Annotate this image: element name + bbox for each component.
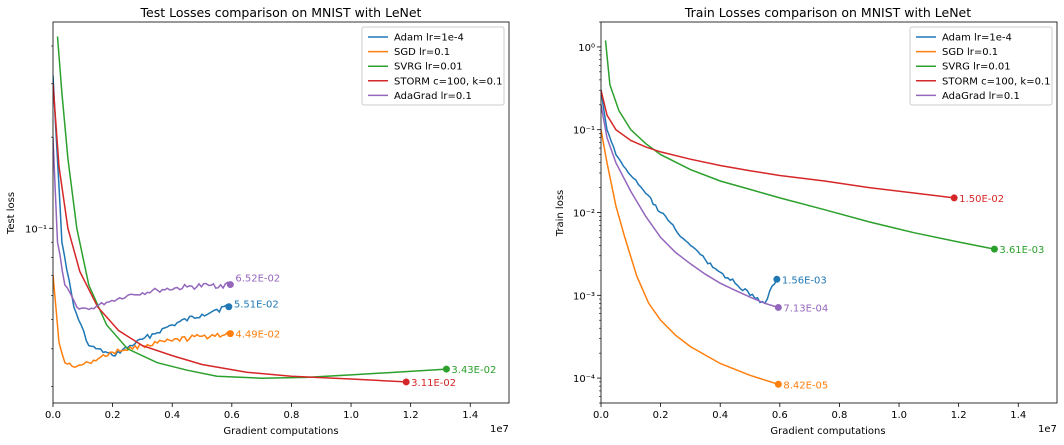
y-axis-label: Train loss: [555, 190, 566, 238]
legend-box: [909, 26, 1053, 106]
chart-title: Test Losses comparison on MNIST with LeN…: [140, 5, 422, 20]
legend-box: [361, 26, 505, 106]
y-tick-label: 10⁻²: [573, 209, 595, 220]
x-tick-label: 0.6: [224, 410, 240, 421]
x-tick-label: 0.8: [283, 410, 299, 421]
series-end-label: 4.49E-02: [235, 330, 280, 341]
series-end-point: [225, 303, 233, 311]
series-end-point: [442, 365, 450, 373]
x-tick-label: 0.0: [593, 410, 609, 421]
series-line: [56, 36, 447, 379]
legend-entry: Adam lr=1e-4: [942, 33, 1012, 44]
series-line: [601, 90, 778, 305]
series-end-label: 1.56E-03: [782, 275, 827, 286]
x-tick-label: 0.4: [164, 410, 180, 421]
series-end-point: [774, 303, 782, 311]
chart-title: Train Losses comparison on MNIST with Le…: [684, 5, 971, 20]
test-loss-chart: Test Losses comparison on MNIST with LeN…: [6, 5, 510, 437]
legend-entry: AdaGrad lr=0.1: [942, 91, 1020, 102]
x-tick-label: 0.2: [653, 410, 669, 421]
x-tick-label: 1.4: [1010, 410, 1026, 421]
series-end-label: 8.42E-05: [783, 380, 828, 391]
series-end-point: [950, 194, 958, 202]
series-line: [53, 83, 407, 383]
x-offset-label: 1e7: [1038, 424, 1057, 435]
legend-entry: AdaGrad lr=0.1: [394, 91, 472, 102]
x-tick-label: 0.4: [712, 410, 728, 421]
series-line: [53, 137, 231, 311]
x-tick-label: 1.0: [891, 410, 907, 421]
series-end-label: 5.51E-02: [234, 300, 279, 311]
legend: Adam lr=1e-4 SGD lr=0.1 SVRG lr=0.01 STORM …: [909, 26, 1053, 106]
y-tick-label: 10⁰: [578, 43, 595, 54]
legend-entry: SGD lr=0.1: [942, 47, 998, 58]
series-end-point: [226, 330, 234, 338]
y-tick-label: 10⁻¹: [25, 224, 47, 235]
x-tick-label: 0.6: [772, 410, 788, 421]
series-line: [53, 75, 230, 357]
x-tick-label: 1.0: [343, 410, 359, 421]
x-tick-label: 1.2: [951, 410, 967, 421]
legend-entry: SGD lr=0.1: [394, 47, 450, 58]
y-tick-label: 10⁻¹: [573, 126, 595, 137]
series-line: [601, 104, 779, 309]
x-axis-label: Gradient computations: [223, 426, 338, 437]
series-end-label: 3.43E-02: [451, 365, 496, 376]
series-end-point: [990, 245, 998, 253]
y-tick-label: 10⁻⁴: [573, 374, 595, 385]
x-tick-label: 0.2: [105, 410, 121, 421]
legend-entry: Adam lr=1e-4: [394, 33, 464, 44]
x-offset-label: 1e7: [490, 424, 509, 435]
x-tick-label: 0.8: [831, 410, 847, 421]
series-end-point: [773, 275, 781, 283]
series-line: [604, 40, 995, 250]
series-end-label: 3.61E-03: [999, 245, 1044, 256]
series-line: [601, 90, 955, 199]
series-end-label: 7.13E-04: [783, 303, 828, 314]
legend: Adam lr=1e-4 SGD lr=0.1 SVRG lr=0.01 STORM …: [361, 26, 505, 106]
series-end-point: [402, 378, 410, 386]
series-end-point: [226, 281, 234, 289]
train-loss-chart: Train Losses comparison on MNIST with Le…: [555, 5, 1058, 437]
x-axis-label: Gradient computations: [770, 426, 885, 437]
axes-frame: [52, 21, 510, 404]
legend-entry: SVRG lr=0.01: [394, 62, 463, 73]
series-line: [601, 129, 779, 386]
series-end-label: 3.11E-02: [411, 378, 456, 389]
y-tick-label: 10⁻³: [573, 291, 595, 302]
y-axis-label: Test loss: [6, 192, 17, 235]
x-tick-label: 1.2: [403, 410, 419, 421]
legend-entry: STORM c=100, k=0.1: [394, 76, 502, 87]
series-end-label: 1.50E-02: [959, 194, 1004, 205]
legend-entry: STORM c=100, k=0.1: [942, 76, 1050, 87]
legend-entry: SVRG lr=0.01: [942, 62, 1011, 73]
x-tick-label: 1.4: [462, 410, 478, 421]
series-end-label: 6.52E-02: [235, 274, 280, 285]
series-end-point: [774, 380, 782, 388]
x-tick-label: 0.0: [45, 410, 61, 421]
